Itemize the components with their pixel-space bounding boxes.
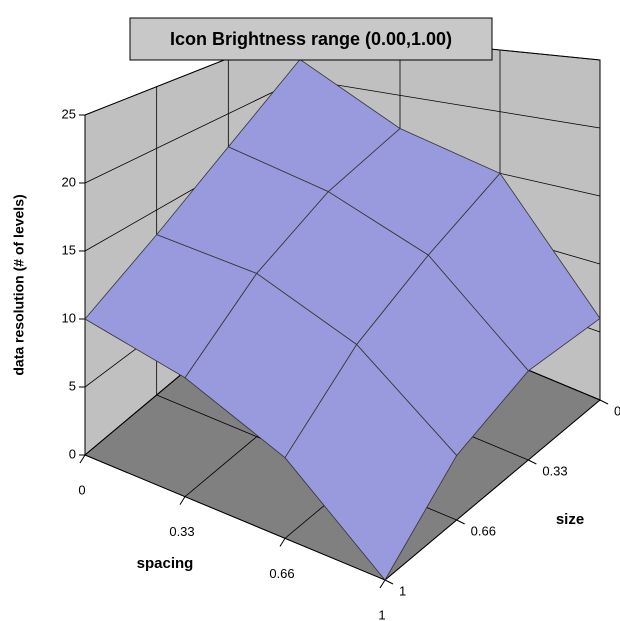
x-tick (179, 496, 186, 505)
z-tick-label: 10 (62, 310, 76, 325)
z-tick-label: 15 (62, 242, 76, 257)
y-tick-label: 0.33 (542, 463, 567, 478)
z-tick-label: 20 (62, 174, 76, 189)
y-tick (528, 459, 537, 465)
x-tick (79, 454, 86, 464)
x-tick-label: 0.33 (169, 524, 194, 539)
chart-title: Icon Brightness range (0.00,1.00) (170, 29, 452, 49)
z-tick-label: 25 (62, 106, 76, 121)
x-axis-title: spacing (137, 555, 194, 572)
y-tick (456, 519, 465, 525)
y-tick-label: 1 (399, 583, 406, 598)
x-tick-label: 0 (78, 482, 85, 497)
y-tick (384, 579, 394, 585)
z-tick-label: 0 (69, 446, 76, 461)
z-tick-label: 5 (69, 378, 76, 393)
x-tick-label: 1 (378, 607, 385, 621)
x-tick-label: 0.66 (269, 566, 294, 581)
floor-grid (384, 399, 601, 581)
title-box (129, 17, 493, 61)
y-axis-title: size (556, 511, 584, 528)
surface-patch (284, 343, 458, 581)
y-tick-label: 0 (614, 403, 620, 418)
x-tick (379, 579, 386, 589)
z-axis-title: data resolution (# of levels) (11, 194, 27, 375)
x-tick (279, 538, 286, 547)
y-tick (599, 399, 609, 405)
y-tick-label: 0.66 (471, 523, 496, 538)
floor-grid (84, 454, 386, 581)
